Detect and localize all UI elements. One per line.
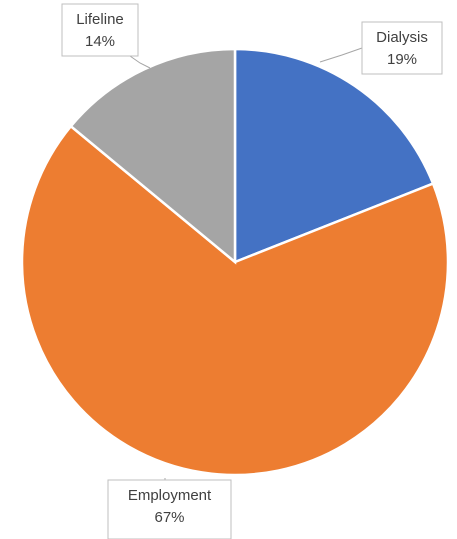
pie-slices: [20, 47, 450, 477]
data-label-category-employment: Employment: [128, 487, 212, 504]
leader-line-dialysis: [319, 47, 363, 63]
pie-slice-employment: [20, 124, 450, 477]
data-label-category-lifeline: Lifeline: [76, 11, 124, 28]
data-label-box-employment: [107, 479, 232, 539]
data-label-value-dialysis: 19%: [387, 51, 417, 68]
pie-slice-lifeline: [69, 47, 237, 265]
data-label-value-lifeline: 14%: [85, 33, 115, 50]
data-labels: Dialysis 19% Employment 67% Lifeline 14%: [61, 3, 443, 539]
data-label-category-dialysis: Dialysis: [376, 29, 428, 46]
pie-slice-dialysis: [233, 47, 435, 264]
data-label-box-dialysis: [361, 21, 443, 75]
leader-line-lifeline: [129, 55, 151, 69]
data-label-value-employment: 67%: [154, 509, 184, 526]
data-label-box-lifeline: [61, 3, 139, 57]
